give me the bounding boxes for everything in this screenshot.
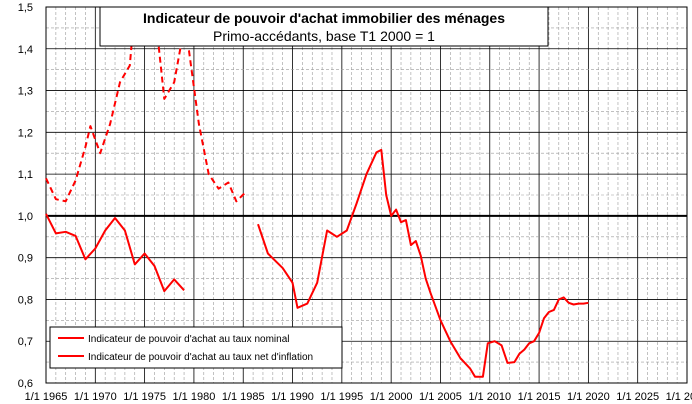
chart-title: Indicateur de pouvoir d'achat immobilier… (143, 10, 505, 26)
x-tick-label: 1/1 2010 (468, 391, 511, 403)
x-axis-ticks: 1/1 1965 1/1 1970 1/1 1975 1/1 1980 1/1 1985… (25, 391, 692, 403)
legend-label-nominal: Indicateur de pouvoir d'achat au taux no… (88, 334, 289, 345)
x-tick-label: 1/1 1970 (74, 391, 117, 403)
x-tick-label: 1/1 1990 (271, 391, 314, 403)
chart-legend: Indicateur de pouvoir d'achat au taux no… (49, 326, 343, 369)
y-tick-label: 0,8 (18, 294, 33, 306)
y-tick-label: 1,5 (18, 2, 33, 14)
x-tick-label: 1/1 1985 (222, 391, 265, 403)
x-tick-label: 1/1 2030 (666, 391, 692, 403)
x-tick-label: 1/1 2020 (567, 391, 610, 403)
x-tick-label: 1/1 1965 (25, 391, 68, 403)
x-tick-label: 1/1 1995 (320, 391, 363, 403)
series-layer (45, 6, 589, 378)
series-line-segment (153, 6, 247, 203)
x-tick-label: 1/1 2025 (616, 391, 659, 403)
y-axis-ticks: 0,6 0,7 0,8 0,9 1,0 1,1 1,2 1,3 1,4 1,5 (18, 2, 33, 390)
chart-title-box: Indicateur de pouvoir d'achat immobilier… (99, 6, 549, 47)
series-line-segment (257, 148, 589, 378)
chart-subtitle: Primo-accédants, base T1 2000 = 1 (213, 28, 435, 44)
y-tick-label: 1,0 (18, 211, 33, 223)
series-line-segment (45, 213, 185, 293)
series-2 (45, 6, 247, 203)
y-tick-label: 0,9 (18, 253, 33, 265)
y-tick-label: 0,7 (18, 336, 33, 348)
x-tick-label: 1/1 1975 (123, 391, 166, 403)
y-tick-label: 1,1 (18, 169, 33, 181)
y-tick-label: 1,4 (18, 44, 33, 56)
y-tick-label: 1,2 (18, 127, 33, 139)
series-1 (45, 148, 589, 378)
x-tick-label: 1/1 2000 (370, 391, 413, 403)
y-tick-label: 0,6 (18, 378, 33, 390)
chart-grid (46, 7, 687, 383)
x-tick-label: 1/1 2015 (518, 391, 561, 403)
legend-label-net-inflation: Indicateur de pouvoir d'achat au taux ne… (88, 352, 313, 363)
x-tick-label: 1/1 1980 (173, 391, 216, 403)
series-line-segment (45, 6, 136, 203)
x-tick-label: 1/1 2005 (419, 391, 462, 403)
y-tick-label: 1,3 (18, 86, 33, 98)
